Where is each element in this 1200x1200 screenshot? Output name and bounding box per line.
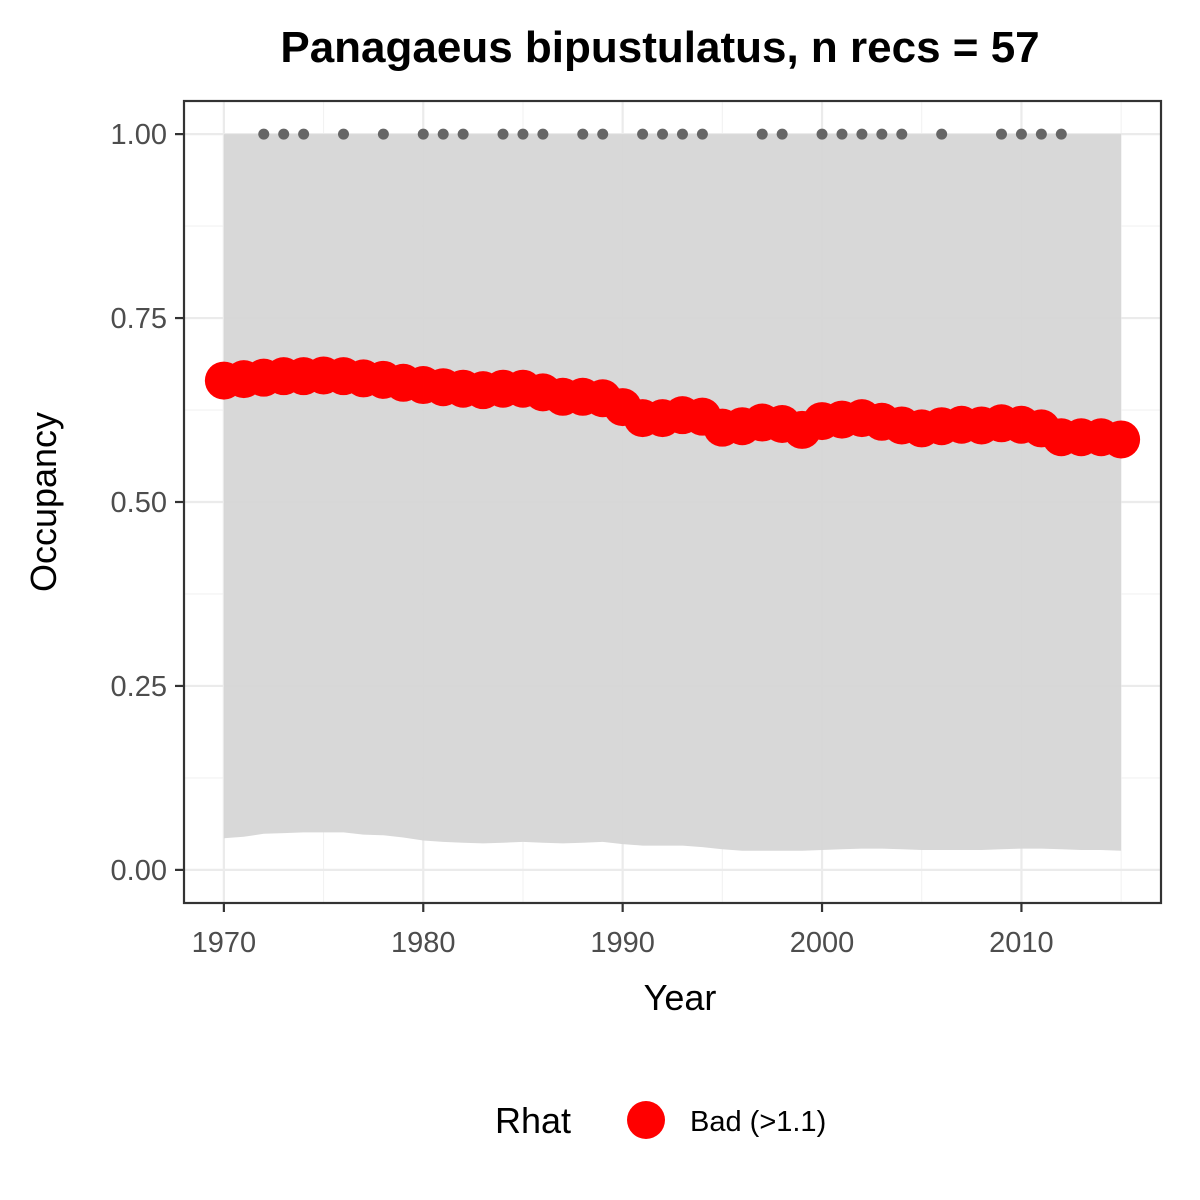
legend: Rhat Bad (>1.1) (495, 1100, 826, 1141)
x-tick-label: 2000 (790, 927, 855, 959)
record-point (577, 128, 589, 140)
record-point (756, 128, 768, 140)
record-point (936, 128, 948, 140)
y-tick-label: 0.50 (111, 487, 167, 519)
record-point (816, 128, 828, 140)
record-point (457, 128, 469, 140)
record-point (657, 128, 669, 140)
record-point (377, 128, 389, 140)
record-point (1055, 128, 1067, 140)
record-point (278, 128, 290, 140)
y-axis: 0.00 0.25 0.50 0.75 1.00 (111, 119, 184, 887)
x-tick-label: 1970 (192, 927, 257, 959)
record-point (696, 128, 708, 140)
record-point (258, 128, 270, 140)
record-point (417, 128, 429, 140)
x-tick-label: 1990 (590, 927, 655, 959)
y-axis-title: Occupancy (23, 412, 64, 592)
record-point (298, 128, 310, 140)
record-point (637, 128, 649, 140)
record-point (856, 128, 868, 140)
y-tick-label: 0.75 (111, 303, 167, 335)
occupancy-points (204, 356, 1141, 459)
record-point (338, 128, 350, 140)
record-point (437, 128, 449, 140)
legend-title: Rhat (495, 1100, 571, 1141)
x-tick-label: 1980 (391, 927, 456, 959)
legend-label-bad: Bad (>1.1) (690, 1106, 826, 1138)
y-tick-label: 1.00 (111, 119, 167, 151)
chart-title: Panagaeus bipustulatus, n recs = 57 (280, 23, 1039, 72)
y-tick-label: 0.25 (111, 671, 167, 703)
record-point (896, 128, 908, 140)
record-point (995, 128, 1007, 140)
record-point (876, 128, 888, 140)
plot-panel (182, 99, 1163, 905)
record-point (776, 128, 788, 140)
record-point (597, 128, 609, 140)
record-point (517, 128, 529, 140)
x-axis-title: Year (644, 977, 717, 1018)
legend-key-bad (627, 1101, 665, 1139)
record-point (836, 128, 848, 140)
record-point (1015, 128, 1027, 140)
occupancy-point (1102, 420, 1141, 459)
credible-interval-ribbon (223, 134, 1122, 851)
record-point (676, 128, 688, 140)
x-axis: 1970 1980 1990 2000 2010 (192, 903, 1054, 959)
x-tick-label: 2010 (989, 927, 1054, 959)
y-tick-label: 0.00 (111, 855, 167, 887)
record-point (1035, 128, 1047, 140)
record-point (497, 128, 509, 140)
record-point (537, 128, 549, 140)
record-year-points (258, 128, 1067, 140)
